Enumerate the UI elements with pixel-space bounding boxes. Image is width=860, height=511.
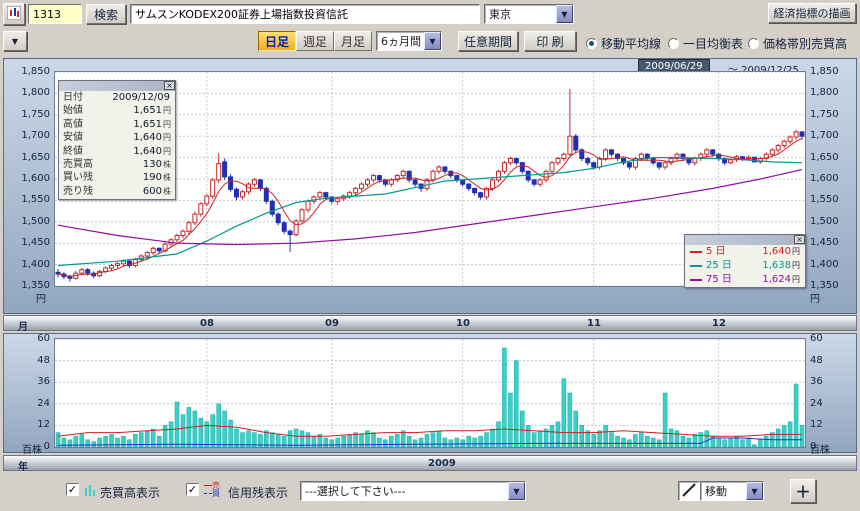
radio-ichimoku[interactable]: 一目均衡表 — [668, 35, 743, 52]
radio-icon — [586, 38, 597, 49]
yen-unit-left: 円 — [36, 294, 46, 305]
volume-bars-icon — [84, 483, 96, 499]
stock-name-input-wrap — [130, 4, 480, 24]
chevron-down-icon[interactable]: ▼ — [746, 482, 763, 500]
check-icon: ✓ — [67, 483, 78, 496]
tooltip-row: 安値 1,640円 — [63, 132, 171, 144]
legend-row: 75 日 1,624円 — [685, 273, 805, 287]
radio-icon — [748, 38, 759, 49]
tab-weekly[interactable]: 週足 — [296, 31, 334, 51]
price-chart-svg — [55, 72, 805, 286]
chart-icon-button[interactable] — [3, 3, 25, 25]
chevron-down-icon: ▼ — [11, 36, 19, 46]
date-range-end: ～ 2009/12/25 — [728, 61, 799, 76]
indicator-select[interactable]: ---選択して下さい--- ▼ — [300, 481, 526, 501]
draw-mode-select[interactable]: 移動 ▼ — [700, 481, 764, 501]
year-axis-label: 年 — [18, 462, 28, 473]
volume-checkbox-label: 売買高表示 — [100, 486, 161, 500]
search-button[interactable]: 検索 — [86, 4, 126, 24]
tooltip-row: 高値 1,651円 — [63, 118, 171, 130]
print-button[interactable]: 印 刷 — [524, 31, 576, 51]
period-select-value: 6ヵ月間 — [381, 35, 421, 48]
tab-monthly[interactable]: 月足 — [334, 31, 372, 51]
month-axis-bar[interactable]: 月 — [3, 315, 857, 333]
credit-display-checkbox[interactable]: ✓ — [186, 483, 199, 496]
yen-unit-right: 円 — [810, 294, 820, 305]
tooltip-titlebar: × — [59, 81, 175, 91]
radio-label: 一目均衡表 — [683, 37, 744, 51]
volume-display-checkbox[interactable]: ✓ — [66, 483, 79, 496]
ma-legend[interactable]: × 5 日 1,640円 25 日 1,638円 75 日 1,624円 — [684, 234, 806, 288]
tooltip-row: 日付 2009/12/09 — [63, 92, 170, 103]
legend-row: 5 日 1,640円 — [685, 245, 805, 259]
trendline-icon — [682, 482, 696, 500]
economic-indicator-button[interactable]: 経済指標の描画 — [768, 3, 856, 23]
draw-mode-value: 移動 — [705, 485, 727, 498]
tooltip-row: 始値 1,651円 — [63, 105, 171, 117]
indicator-select-value: ---選択して下さい--- — [305, 485, 406, 498]
tooltip-rows: 日付 2009/12/09 始値 1,651円 高値 1,651円 安値 1,640円 終値 1,… — [59, 91, 175, 198]
credit-lines-icon: 売 買 — [204, 482, 220, 498]
legend-rows: 5 日 1,640円 25 日 1,638円 75 日 1,624円 — [685, 245, 805, 287]
radio-label: 価格帯別売買高 — [763, 37, 848, 51]
market-select[interactable]: 東京 ▼ — [484, 4, 574, 24]
volume-unit-right: 百株 — [810, 445, 830, 456]
mini-chart-icon — [6, 5, 22, 23]
check-icon: ✓ — [187, 483, 198, 496]
tooltip-row: 売買高 130株 — [63, 159, 171, 171]
month-axis-label: 月 — [18, 322, 28, 333]
period-select[interactable]: 6ヵ月間 ▼ — [376, 31, 442, 51]
market-select-value: 東京 — [489, 8, 511, 21]
tooltip-row: 買い残 190株 — [63, 172, 171, 184]
year-axis-bar[interactable]: 年 2009 — [3, 455, 857, 473]
custom-period-button[interactable]: 任意期間 — [458, 31, 518, 51]
legend-row: 25 日 1,638円 — [685, 259, 805, 273]
stock-name-input[interactable] — [131, 5, 479, 23]
volume-chart-svg — [55, 339, 805, 447]
radio-volume-by-price[interactable]: 価格帯別売買高 — [748, 35, 847, 52]
chevron-down-icon[interactable]: ▼ — [424, 32, 441, 50]
tab-daily[interactable]: 日足 — [258, 31, 296, 51]
toolbar-dropdown-button[interactable]: ▼ — [3, 31, 27, 51]
tooltip-row: 終値 1,640円 — [63, 145, 171, 157]
radio-label: 移動平均線 — [601, 37, 662, 51]
year-label: 2009 — [428, 458, 456, 469]
ohlc-tooltip[interactable]: × 日付 2009/12/09 始値 1,651円 高値 1,651円 安値 1,640円 終値… — [58, 80, 176, 200]
add-button[interactable]: ＋ — [790, 479, 816, 503]
trendline-tool-button[interactable] — [678, 481, 700, 501]
close-icon[interactable]: × — [794, 235, 805, 244]
radio-moving-average[interactable]: 移動平均線 — [586, 35, 661, 52]
credit-checkbox-label: 信用残表示 — [228, 486, 289, 500]
chevron-down-icon[interactable]: ▼ — [508, 482, 525, 500]
volume-plot-area[interactable] — [54, 338, 806, 448]
stock-code-input-wrap — [28, 4, 82, 24]
legend-titlebar: × — [685, 235, 805, 245]
stock-code-input[interactable] — [29, 5, 81, 23]
radio-icon — [668, 38, 679, 49]
volume-unit-left: 百株 — [22, 445, 42, 456]
chevron-down-icon[interactable]: ▼ — [556, 5, 573, 23]
tooltip-row: 売り残 600株 — [63, 185, 171, 197]
close-icon[interactable]: × — [164, 81, 175, 90]
